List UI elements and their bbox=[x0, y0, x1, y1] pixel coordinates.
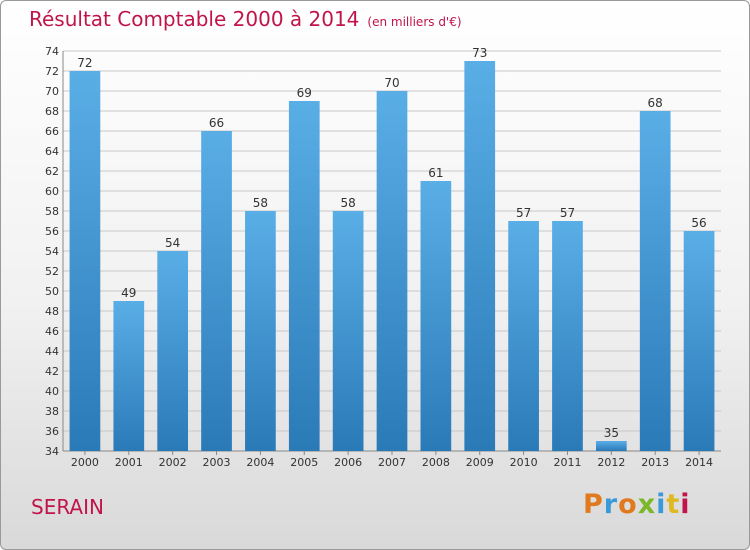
bar-2002 bbox=[157, 251, 189, 451]
bar-2003 bbox=[201, 131, 232, 451]
x-tick-label-2011: 2011 bbox=[553, 456, 581, 469]
proxiti-logo[interactable]: Proxiti bbox=[583, 489, 691, 520]
bar-2001 bbox=[113, 301, 145, 451]
x-tick-label-2004: 2004 bbox=[246, 456, 274, 469]
value-label-2013: 68 bbox=[648, 96, 663, 110]
title-unit: (en milliers d'€) bbox=[367, 15, 462, 29]
bar-2000 bbox=[69, 71, 101, 451]
value-label-2014: 56 bbox=[691, 216, 706, 230]
y-tick-label: 74 bbox=[45, 45, 59, 58]
value-label-2009: 73 bbox=[472, 46, 487, 60]
bar-2007 bbox=[376, 91, 408, 451]
logo-letter: P bbox=[583, 489, 604, 520]
logo-letter: i bbox=[680, 489, 691, 520]
value-label-2001: 49 bbox=[121, 286, 136, 300]
logo-letter: o bbox=[618, 489, 638, 520]
y-tick-label: 50 bbox=[45, 285, 59, 298]
x-tick-label-2012: 2012 bbox=[597, 456, 625, 469]
y-tick-label: 60 bbox=[45, 185, 59, 198]
y-tick-label: 64 bbox=[45, 145, 59, 158]
x-tick-label-2005: 2005 bbox=[290, 456, 318, 469]
value-label-2011: 57 bbox=[560, 206, 575, 220]
bar-2004 bbox=[245, 211, 276, 451]
x-tick-label-2000: 2000 bbox=[71, 456, 99, 469]
bar-2008 bbox=[420, 181, 452, 451]
y-tick-label: 36 bbox=[45, 425, 59, 438]
logo-letter: t bbox=[666, 489, 681, 520]
bar-2012 bbox=[595, 441, 627, 451]
x-tick-label-2013: 2013 bbox=[641, 456, 669, 469]
x-tick-label-2003: 2003 bbox=[203, 456, 231, 469]
bar-2013 bbox=[639, 111, 671, 451]
value-label-2007: 70 bbox=[384, 76, 399, 90]
y-tick-label: 42 bbox=[45, 365, 59, 378]
y-tick-label: 72 bbox=[45, 65, 59, 78]
y-tick-label: 46 bbox=[45, 325, 59, 338]
bars: 72 49 54 66 58 69 58 70 61 73 57 57 35 68 56 bbox=[69, 46, 715, 451]
logo-letter: r bbox=[603, 489, 619, 520]
y-tick-label: 58 bbox=[45, 205, 59, 218]
y-tick-label: 66 bbox=[45, 125, 59, 138]
bar-2009 bbox=[464, 61, 496, 451]
x-tick-label-2002: 2002 bbox=[159, 456, 187, 469]
value-label-2002: 54 bbox=[165, 236, 180, 250]
x-tick-label-2008: 2008 bbox=[422, 456, 450, 469]
bar-2011 bbox=[552, 221, 583, 451]
y-tick-label: 38 bbox=[45, 405, 59, 418]
y-tick-label: 54 bbox=[45, 245, 59, 258]
value-label-2006: 58 bbox=[340, 196, 355, 210]
x-tick-label-2010: 2010 bbox=[510, 456, 538, 469]
title-text: Résultat Comptable 2000 à 2014 bbox=[29, 7, 360, 31]
y-tick-label: 40 bbox=[45, 385, 59, 398]
x-tick-label-2009: 2009 bbox=[466, 456, 494, 469]
y-tick-label: 70 bbox=[45, 85, 59, 98]
value-label-2004: 58 bbox=[253, 196, 268, 210]
bar-2010 bbox=[508, 221, 539, 451]
bar-2014 bbox=[683, 231, 715, 451]
x-tick-label-2001: 2001 bbox=[115, 456, 143, 469]
value-label-2008: 61 bbox=[428, 166, 443, 180]
y-tick-label: 68 bbox=[45, 105, 59, 118]
logo-letter: i bbox=[656, 489, 667, 520]
bar-2006 bbox=[332, 211, 364, 451]
value-label-2000: 72 bbox=[77, 56, 92, 70]
x-tick-label-2014: 2014 bbox=[685, 456, 713, 469]
y-tick-label: 56 bbox=[45, 225, 59, 238]
value-label-2003: 66 bbox=[209, 116, 224, 130]
y-tick-label: 62 bbox=[45, 165, 59, 178]
y-tick-label: 48 bbox=[45, 305, 59, 318]
chart-title: Résultat Comptable 2000 à 2014 (en millie… bbox=[29, 7, 462, 31]
bar-2005 bbox=[288, 101, 320, 451]
commune-name: SERAIN bbox=[31, 495, 104, 519]
value-label-2010: 57 bbox=[516, 206, 531, 220]
logo-letter: x bbox=[637, 489, 657, 520]
y-tick-label: 34 bbox=[45, 445, 59, 458]
x-tick-label-2006: 2006 bbox=[334, 456, 362, 469]
axes: 3436384042444648505254565860626466687072… bbox=[45, 45, 721, 469]
value-label-2005: 69 bbox=[297, 86, 312, 100]
y-tick-label: 44 bbox=[45, 345, 59, 358]
x-tick-label-2007: 2007 bbox=[378, 456, 406, 469]
value-label-2012: 35 bbox=[604, 426, 619, 440]
y-tick-label: 52 bbox=[45, 265, 59, 278]
